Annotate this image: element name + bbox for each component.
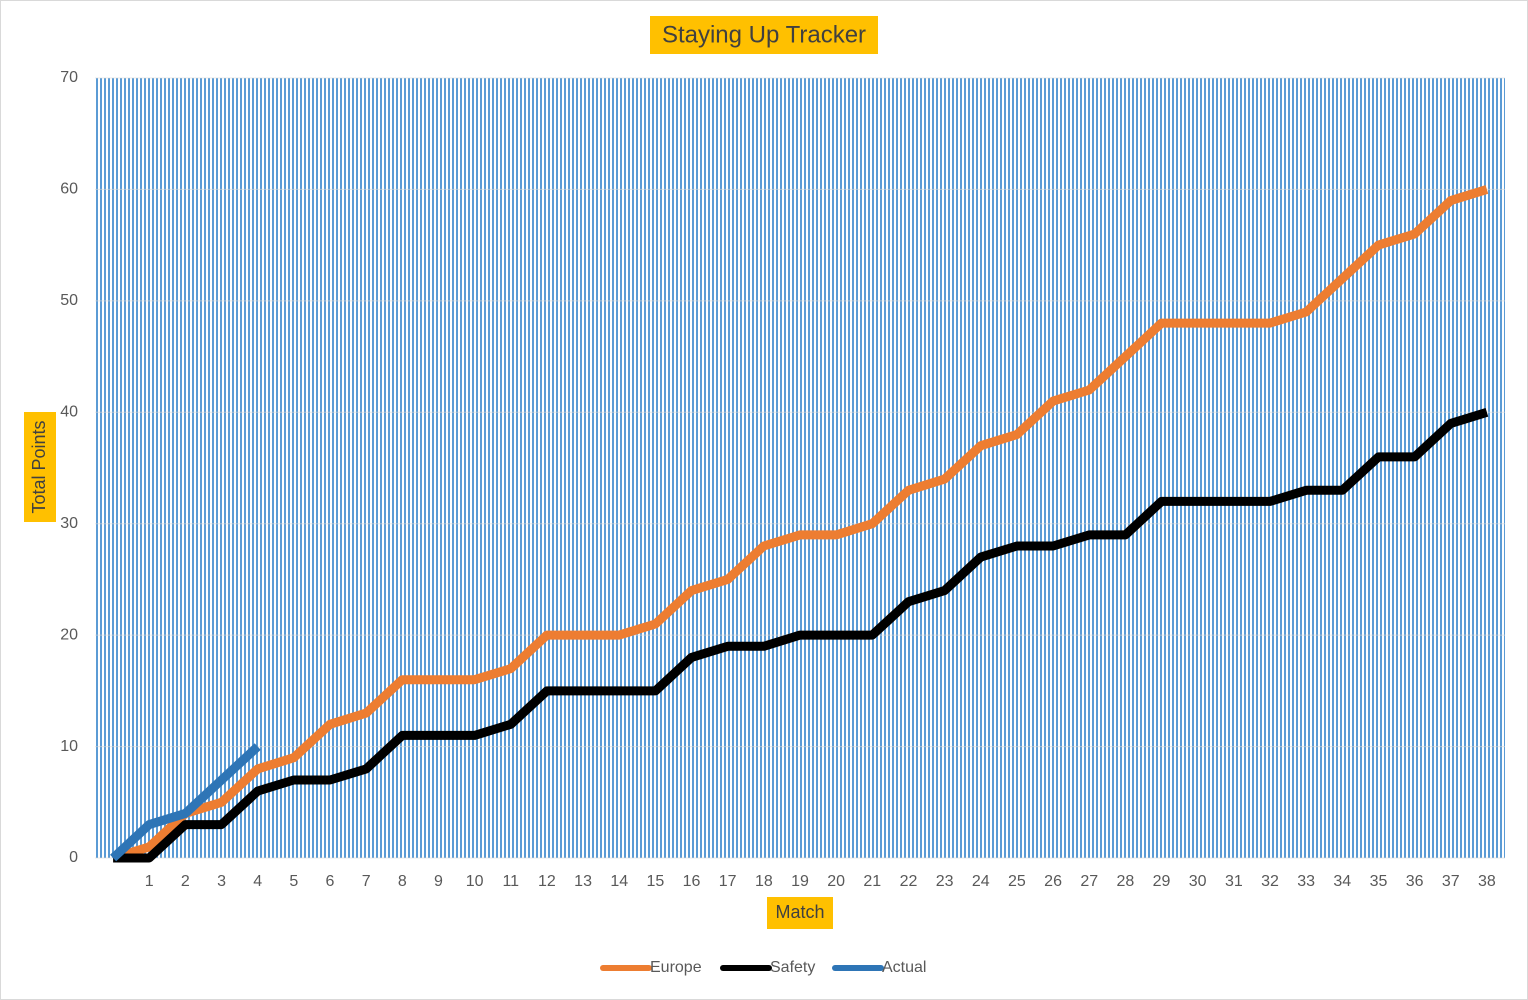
x-tick-label: 27: [1080, 873, 1098, 890]
x-axis-label: Match: [775, 902, 824, 922]
y-tick-label: 0: [69, 849, 78, 866]
x-tick-label: 34: [1333, 873, 1351, 890]
x-tick-label: 15: [646, 873, 664, 890]
x-tick-label: 37: [1442, 873, 1460, 890]
chart-title: Staying Up Tracker: [662, 21, 866, 48]
x-tick-label: 13: [574, 873, 592, 890]
y-tick-label: 70: [60, 69, 78, 86]
x-tick-label: 2: [181, 873, 190, 890]
series-line: [111, 185, 1489, 863]
x-tick-label: 3: [217, 873, 226, 890]
x-tick-label: 7: [362, 873, 371, 890]
legend-label: Europe: [650, 959, 702, 976]
x-tick-label: 8: [398, 873, 407, 890]
x-tick-label: 30: [1189, 873, 1207, 890]
series-line: [110, 743, 261, 862]
x-tick-label: 21: [863, 873, 881, 890]
x-tick-label: 38: [1478, 873, 1496, 890]
y-axis-label: Total Points: [29, 420, 49, 513]
x-tick-label: 35: [1370, 873, 1388, 890]
x-tick-label: 25: [1008, 873, 1026, 890]
x-tick-label: 1: [145, 873, 154, 890]
x-tick-label: 32: [1261, 873, 1279, 890]
x-tick-label: 11: [502, 873, 519, 890]
y-tick-label: 30: [60, 515, 78, 532]
x-tick-label: 14: [610, 873, 628, 890]
x-tick-label: 17: [719, 873, 737, 890]
x-tick-label: 33: [1297, 873, 1315, 890]
x-tick-label: 26: [1044, 873, 1062, 890]
x-tick-label: 28: [1116, 873, 1134, 890]
legend-label: Safety: [770, 959, 815, 976]
x-tick-label: 29: [1153, 873, 1171, 890]
x-tick-label: 18: [755, 873, 773, 890]
series-line: [113, 407, 1489, 863]
x-tick-label: 23: [936, 873, 954, 890]
x-label-box: [767, 897, 833, 929]
y-tick-label: 60: [60, 181, 78, 198]
x-tick-label: 5: [289, 873, 298, 890]
x-tick-label: 20: [827, 873, 845, 890]
legend-label: Actual: [882, 959, 926, 976]
x-tick-label: 22: [900, 873, 918, 890]
y-tick-label: 50: [60, 292, 78, 309]
x-tick-label: 4: [253, 873, 262, 890]
x-tick-label: 16: [683, 873, 701, 890]
x-tick-label: 9: [434, 873, 443, 890]
x-tick-label: 12: [538, 873, 556, 890]
x-tick-label: 36: [1406, 873, 1424, 890]
x-tick-label: 10: [466, 873, 484, 890]
x-tick-label: 6: [326, 873, 335, 890]
y-tick-label: 40: [60, 404, 78, 421]
x-tick-label: 31: [1225, 873, 1243, 890]
y-label-box: [24, 412, 56, 522]
x-tick-label: 24: [972, 873, 990, 890]
y-tick-label: 10: [60, 738, 78, 755]
y-tick-label: 20: [60, 626, 78, 643]
title-box: [650, 16, 878, 54]
x-tick-label: 19: [791, 873, 809, 890]
